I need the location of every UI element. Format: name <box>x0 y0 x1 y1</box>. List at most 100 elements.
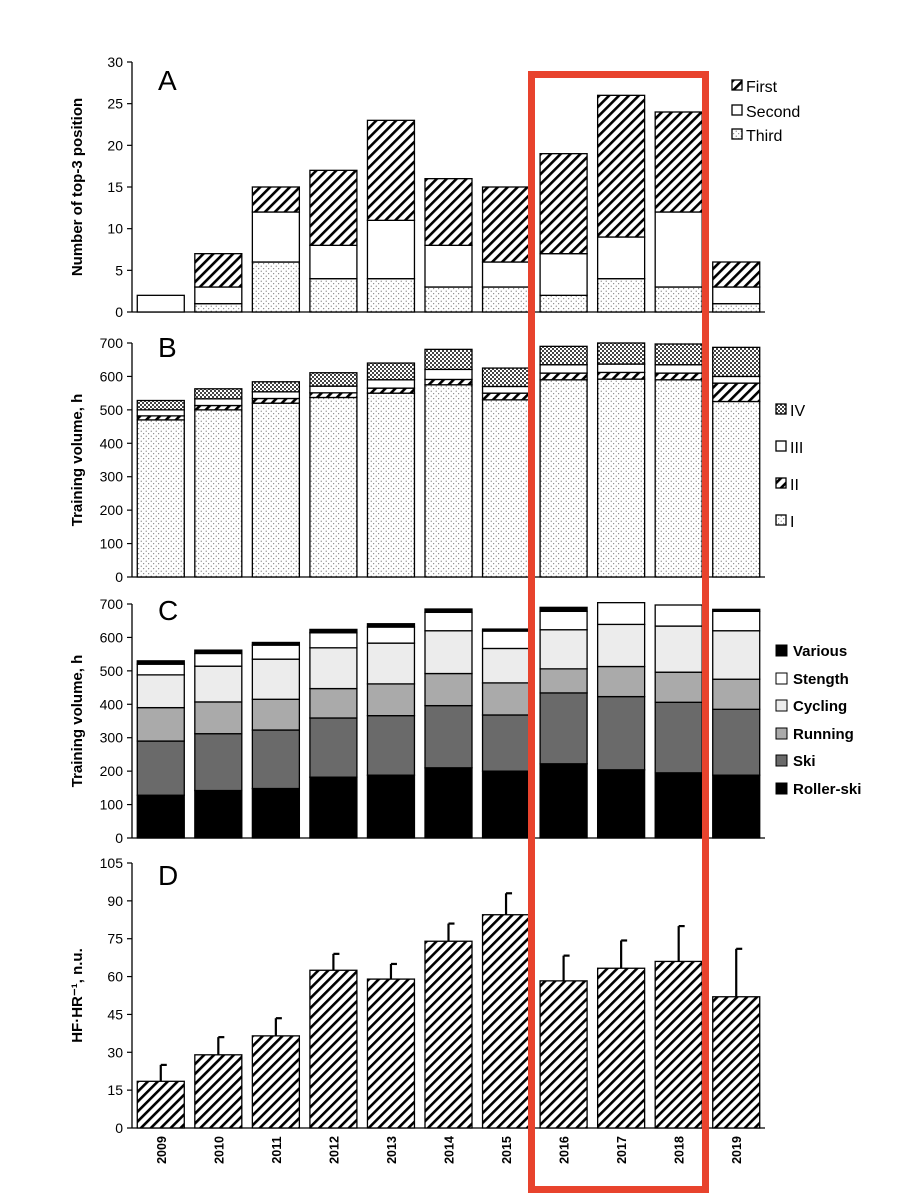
legend-b: IV III II I <box>775 403 805 531</box>
bar-c-2011-ski <box>251 729 301 790</box>
bar-a-2012-first <box>309 169 358 246</box>
y-tick-label-d: 45 <box>107 1006 123 1022</box>
bar-b-2009-i <box>136 419 185 578</box>
panel-letter-c: C <box>158 595 178 626</box>
bar-a-2011-first <box>251 186 301 213</box>
bar-a-2012-second <box>309 244 358 280</box>
legend-label-first: First <box>746 79 778 96</box>
bar-c-2018-roller-ski <box>654 772 703 839</box>
bar-a-2015-second <box>481 261 531 288</box>
bar-a-2010-second <box>194 286 243 305</box>
bar-c-2018-cycling <box>654 625 703 673</box>
bar-c-2015-various <box>481 628 531 632</box>
y-axis-title-b: Training volume, h <box>69 394 86 527</box>
bar-a-2019-third <box>712 303 761 313</box>
bar-b-2015-ii <box>481 392 531 401</box>
bar-a-2010-third <box>194 303 243 313</box>
bar-d-2013 <box>366 978 416 1129</box>
y-tick-label-c: 300 <box>100 730 124 746</box>
y-tick-label-b: 400 <box>100 435 124 451</box>
legend-label-ii: II <box>790 477 799 494</box>
bar-c-2015-cycling <box>481 647 531 684</box>
y-tick-label-c: 200 <box>100 763 124 779</box>
bar-b-2012-i <box>309 396 358 578</box>
bar-c-2019-ski <box>712 708 761 776</box>
year-label-2013: 2013 <box>385 1136 399 1164</box>
y-tick-label-b: 300 <box>100 469 124 485</box>
bar-a-2014-second <box>424 244 473 288</box>
bar-a-2016-first <box>539 153 588 255</box>
bar-c-2013-cycling <box>366 642 416 685</box>
year-label-2014: 2014 <box>443 1136 457 1164</box>
y-tick-label-c: 700 <box>100 596 124 612</box>
bar-c-2019-roller-ski <box>712 774 761 839</box>
bar-c-2019-cycling <box>712 630 761 680</box>
bar-a-2013-third <box>366 278 416 313</box>
bar-b-2011-iv <box>251 381 301 393</box>
y-tick-label-a: 20 <box>107 137 123 153</box>
year-label-2017: 2017 <box>615 1136 629 1164</box>
bar-c-2019-various <box>712 608 761 613</box>
bar-b-2018-i <box>654 379 703 578</box>
y-tick-label-a: 15 <box>107 179 123 195</box>
bar-c-2015-running <box>481 682 531 716</box>
bar-b-2017-iii <box>596 363 646 374</box>
year-label-2018: 2018 <box>673 1136 687 1164</box>
y-tick-label-c: 400 <box>100 696 124 712</box>
bar-a-2015-third <box>481 286 531 313</box>
bar-c-2015-stength <box>481 630 531 650</box>
bar-d-2015 <box>481 914 531 1129</box>
y-tick-label-a: 30 <box>107 54 123 70</box>
bar-c-2012-various <box>309 628 358 634</box>
bar-b-2010-ii <box>194 404 243 411</box>
legend-swatch-second <box>731 104 743 116</box>
bar-a-2013-first <box>366 119 416 221</box>
bar-d-2010 <box>194 1054 243 1129</box>
bar-d-2016 <box>539 980 588 1129</box>
bar-c-2016-various <box>539 606 588 613</box>
bar-c-2011-running <box>251 698 301 731</box>
bar-c-2019-stength <box>712 610 761 632</box>
bar-c-2009-ski <box>136 740 185 796</box>
bar-c-2012-roller-ski <box>309 776 358 839</box>
bar-c-2013-running <box>366 683 416 717</box>
bar-c-2009-stength <box>136 663 185 676</box>
bar-a-2011-second <box>251 211 301 263</box>
panel-a-chart: 0 5 10 15 20 25 30 Number of top-3 position <box>69 54 765 320</box>
y-tick-label-b: 100 <box>100 536 124 552</box>
y-tick-label-b: 200 <box>100 502 124 518</box>
legend-swatch-ski <box>775 754 788 767</box>
bar-c-2011-various <box>251 641 301 646</box>
legend-label-third: Third <box>746 128 782 145</box>
legend-label-running: Running <box>793 726 854 743</box>
bar-c-2015-roller-ski <box>481 770 531 839</box>
legend-label-roller-ski: Roller-ski <box>793 781 861 798</box>
y-tick-label-d: 75 <box>107 931 123 947</box>
panel-letter-b: B <box>158 332 177 363</box>
bar-c-2013-roller-ski <box>366 774 416 839</box>
bar-b-2009-iv <box>136 399 185 411</box>
y-tick-label-a: 25 <box>107 96 123 112</box>
y-tick-label-d: 105 <box>100 855 124 871</box>
bar-b-2013-iii <box>366 379 416 389</box>
year-label-2012: 2012 <box>327 1136 341 1164</box>
legend-swatch-stength <box>775 672 788 685</box>
bar-b-2013-ii <box>366 387 416 394</box>
bar-a-2011-third <box>251 261 301 313</box>
year-label-2011: 2011 <box>270 1136 284 1163</box>
bar-c-2016-cycling <box>539 629 588 670</box>
bar-c-2014-cycling <box>424 630 473 675</box>
bar-b-2019-iv <box>712 346 761 378</box>
bar-a-2010-first <box>194 253 243 288</box>
legend-label-iii: III <box>790 440 803 457</box>
legend-a: First Second Third <box>731 79 800 145</box>
bar-c-2011-stength <box>251 644 301 660</box>
bar-d-2018 <box>654 960 703 1129</box>
legend-label-ski: Ski <box>793 753 816 770</box>
bar-c-2009-cycling <box>136 674 185 709</box>
bar-c-2014-roller-ski <box>424 767 473 839</box>
bar-c-2016-running <box>539 668 588 694</box>
bar-c-2016-ski <box>539 692 588 765</box>
bar-b-2018-iv <box>654 343 703 366</box>
